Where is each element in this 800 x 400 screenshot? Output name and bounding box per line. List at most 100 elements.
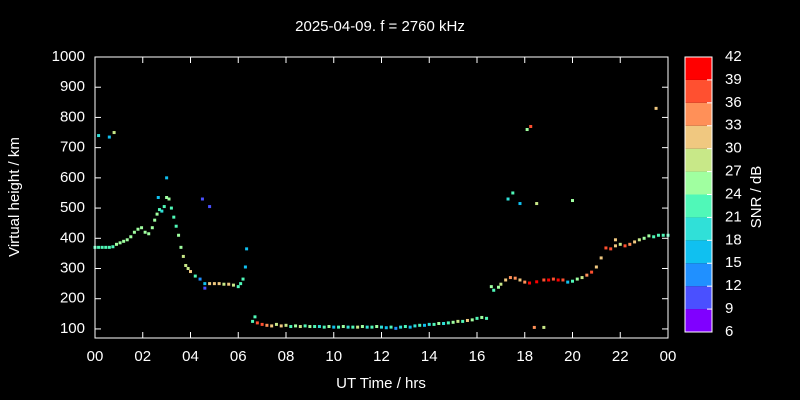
data-point <box>167 197 171 201</box>
data-point <box>165 196 169 199</box>
data-point <box>289 325 293 329</box>
x-axis-label: UT Time / hrs <box>336 375 426 392</box>
data-point <box>327 325 331 329</box>
x-tick-label: 00 <box>660 348 677 365</box>
data-point <box>260 322 264 326</box>
data-point <box>284 323 288 327</box>
data-point <box>370 325 374 329</box>
data-point <box>356 325 360 329</box>
data-point <box>341 325 345 329</box>
chart-title: 2025-04-09. f = 2760 kHz <box>295 18 465 35</box>
data-point <box>413 324 417 328</box>
colorbar-swatch <box>685 79 712 103</box>
data-point <box>594 265 598 269</box>
data-point <box>504 278 508 282</box>
data-point <box>208 282 212 286</box>
data-point <box>346 325 350 329</box>
data-point <box>475 316 479 320</box>
data-point <box>153 218 157 222</box>
colorbar-swatch <box>685 102 712 126</box>
x-tick-label: 10 <box>325 348 342 365</box>
colorbar-tick-label: 30 <box>725 140 742 157</box>
colorbar-swatch <box>685 240 712 264</box>
data-point <box>375 325 379 329</box>
x-tick-label: 16 <box>469 348 486 365</box>
data-point <box>446 321 450 325</box>
data-point <box>585 273 589 277</box>
data-point <box>432 322 436 326</box>
x-tick-label: 04 <box>182 348 199 365</box>
data-point <box>489 285 493 289</box>
data-point <box>571 279 574 283</box>
colorbar-swatch <box>685 194 712 218</box>
x-tick-label: 18 <box>516 348 533 365</box>
data-point <box>200 197 204 201</box>
data-point <box>408 325 412 329</box>
data-point <box>317 325 321 329</box>
data-point <box>518 202 522 206</box>
data-point <box>208 205 212 209</box>
data-point <box>313 325 317 329</box>
data-point <box>547 278 551 282</box>
data-point <box>496 285 500 289</box>
data-point <box>140 226 144 230</box>
data-point <box>122 239 126 243</box>
data-point <box>609 247 613 251</box>
data-point <box>551 277 555 281</box>
data-point <box>499 282 503 286</box>
data-point <box>177 233 181 237</box>
colorbar-tick-label: 27 <box>725 163 742 180</box>
data-point <box>129 235 133 239</box>
data-point <box>100 245 104 249</box>
data-point <box>394 326 398 330</box>
data-point <box>528 281 532 285</box>
colorbar-swatch <box>685 57 712 80</box>
y-tick-label: 400 <box>60 229 85 246</box>
data-point <box>239 282 243 286</box>
data-point <box>97 134 101 138</box>
data-point <box>241 277 245 281</box>
data-point <box>251 319 255 323</box>
x-tick-label: 02 <box>134 348 151 365</box>
data-point <box>189 270 192 274</box>
data-point <box>575 277 579 281</box>
y-tick-label: 1000 <box>52 48 85 65</box>
colorbar-swatch <box>685 125 712 149</box>
data-point <box>422 323 426 327</box>
data-point <box>480 315 484 319</box>
data-point <box>613 244 617 248</box>
colorbar-tick-label: 24 <box>725 185 742 202</box>
colorbar-tick-label: 18 <box>725 231 742 248</box>
data-point <box>253 315 257 319</box>
data-point <box>647 234 651 238</box>
data-point <box>492 288 496 292</box>
colorbar-tick-label: 42 <box>725 48 742 65</box>
data-point <box>561 278 565 282</box>
x-tick-label: 14 <box>421 348 438 365</box>
data-point <box>532 325 536 329</box>
data-point <box>599 256 603 260</box>
data-point <box>181 254 185 258</box>
data-point <box>485 316 489 320</box>
data-point <box>542 325 546 329</box>
data-point <box>160 209 164 213</box>
y-tick-label: 200 <box>60 290 85 307</box>
data-point <box>236 285 240 289</box>
data-point <box>535 202 539 206</box>
data-point <box>97 245 101 249</box>
data-point <box>535 280 539 284</box>
data-point <box>389 325 393 329</box>
y-tick-label: 300 <box>60 259 85 276</box>
x-tick-label: 08 <box>278 348 295 365</box>
data-point <box>525 128 529 132</box>
data-point <box>652 235 656 239</box>
data-point <box>308 325 312 329</box>
data-point <box>172 215 176 219</box>
data-point <box>174 224 178 228</box>
y-tick-label: 500 <box>60 199 85 216</box>
data-point <box>380 325 383 329</box>
data-point <box>465 318 469 322</box>
data-point <box>618 242 622 246</box>
data-point <box>255 321 259 325</box>
